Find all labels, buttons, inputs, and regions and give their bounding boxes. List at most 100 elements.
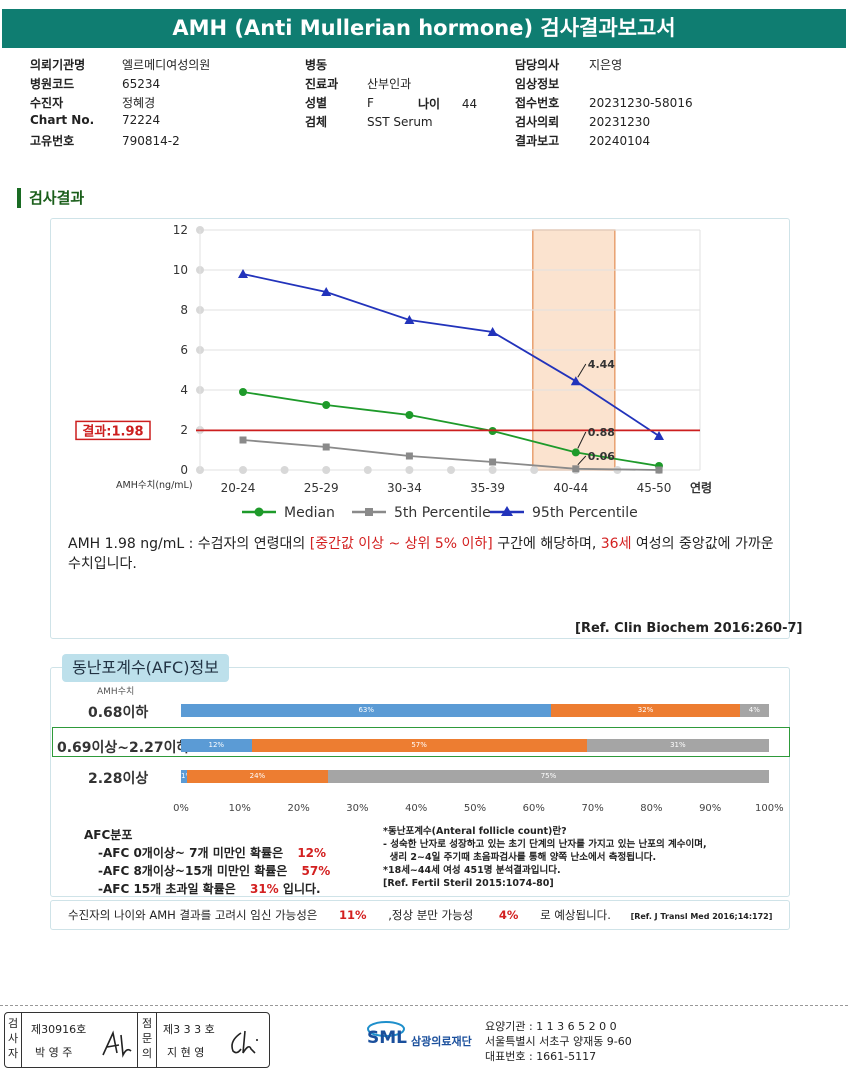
annotation-label: 0.88 — [588, 426, 615, 439]
desc-highlight-age: 36세 — [600, 536, 632, 552]
afc-segment-blue: 1% — [181, 770, 187, 783]
info-value: 정혜경 — [122, 96, 156, 110]
afc-segment-gray: 4% — [739, 704, 769, 717]
stamp2-name: 지 현 영 — [167, 1046, 205, 1059]
pregnancy-panel — [50, 900, 790, 930]
afc-row-label: 0.68이하 — [88, 705, 149, 721]
info-value: 20231230-58016 — [589, 96, 693, 110]
x-axis-label: 연령 — [690, 480, 712, 495]
x-tick-dot — [239, 466, 247, 474]
pregnancy-text-2: ,정상 분만 가능성 — [388, 908, 474, 922]
info-row: 임상정보 — [515, 75, 589, 92]
info-row: 성별 F — [305, 94, 374, 111]
x-tick-label: 30-34 — [387, 481, 422, 495]
legend-label: 5th Percentile — [394, 505, 491, 521]
p5-point — [572, 465, 580, 473]
afc-bar: 1%24%75% — [181, 770, 769, 783]
afc-axis-tick: 0% — [173, 803, 189, 814]
afc-axis-tick: 100% — [755, 803, 784, 814]
info-block: 의뢰기관명 엘르메디여성의원 병원코드 65234 수진자 정혜경 Chart No. 722… — [30, 56, 830, 151]
afc-segment-gray: 75% — [328, 770, 769, 783]
info-row: 병동 — [305, 56, 367, 73]
footer-divider — [0, 1005, 848, 1006]
x-tick-label: 40-44 — [553, 481, 588, 495]
annotation-leader — [577, 455, 587, 466]
afc-axis-tick: 50% — [463, 803, 487, 814]
info-value: 지은영 — [589, 58, 623, 72]
afc-axis-tick: 90% — [699, 803, 722, 814]
p95-point — [321, 287, 332, 296]
p95-point — [654, 431, 664, 440]
afc-segment-orange: 24% — [186, 770, 328, 783]
afc-row-label: 0.69이상~2.27이하 — [57, 740, 190, 756]
desc-reference: [Ref. Clin Biochem 2016:260-7] — [575, 621, 803, 636]
highlighted-row — [52, 727, 790, 757]
annotation-label: 0.06 — [588, 450, 615, 463]
afc-note-line: - 성숙한 난자로 성장하고 있는 초기 단계의 난자를 가지고 있는 난포의 … — [383, 839, 707, 850]
signature-box: 검사자 제30916호 박 영 주 점문의 제3 3 3 호 지 현 영 — [4, 1012, 270, 1068]
x-mid-dot — [530, 466, 539, 474]
series-line-2 — [242, 273, 660, 437]
y-tick-label: 10 — [173, 263, 188, 277]
result-description: AMH 1.98 ng/mL : 수검자의 연령대의 [중간값 이상 ~ 상위 … — [68, 534, 783, 574]
p95-point — [487, 327, 498, 336]
info-label: 성별 — [305, 96, 328, 110]
afc-axis-tick: 10% — [228, 803, 251, 814]
sml-logo: SML 삼광의료재단 — [365, 1018, 472, 1056]
stamp1-number: 제30916호 — [31, 1023, 87, 1036]
afc-dist-title: AFC분포 — [84, 828, 133, 842]
p5-point — [322, 443, 330, 451]
afc-axis-tick: 30% — [346, 803, 369, 814]
afc-axis-tick: 80% — [640, 803, 663, 814]
org-code: 요양기관 : 1 1 3 6 5 2 0 0 — [485, 1020, 617, 1033]
afc-dist-text: -AFC 15개 초과일 확률은 — [98, 882, 236, 896]
afc-bar: 63% 32% 4% — [181, 704, 769, 717]
afc-axis-tick: 20% — [287, 803, 310, 814]
age-label: 나이 — [418, 97, 441, 111]
p5-point — [489, 458, 497, 466]
afc-title: 동난포계수(AFC)정보 — [62, 654, 229, 682]
afc-note-line: *18세~44세 여성 451명 분석결과입니다. — [383, 865, 561, 876]
info-value: 20240104 — [589, 134, 651, 148]
x-tick-label: 20-24 — [221, 481, 256, 495]
median-point — [239, 388, 247, 396]
info-value: 엘르메디여성의원 — [122, 58, 211, 72]
p5-point — [405, 452, 413, 460]
afc-dist-text: -AFC 8개이상~15개 미만인 확률은 — [98, 864, 288, 878]
org-phone: 대표번호 : 1661-5117 — [485, 1050, 597, 1063]
info-label: 담당의사 — [515, 58, 560, 72]
afc-dist-row: -AFC 0개이상~ 7개 미만인 확률은 12% — [84, 844, 374, 862]
x-tick-dot — [488, 466, 497, 474]
median-point — [322, 401, 331, 409]
org-info: 요양기관 : 1 1 3 6 5 2 0 0 서울특별시 서초구 양재동 9-6… — [485, 1019, 632, 1064]
info-value: 790814-2 — [122, 134, 180, 148]
section-title: 검사결과 — [17, 188, 84, 208]
info-value: 65234 — [122, 77, 161, 91]
afc-dist-suffix: 입니다. — [282, 882, 321, 896]
info-row: 접수번호 20231230-58016 — [515, 94, 693, 111]
info-label: 고유번호 — [30, 134, 75, 148]
legend-marker — [501, 506, 513, 516]
org-name: 삼광의료재단 — [411, 1035, 472, 1048]
stamp2-label: 점문의 — [142, 1017, 153, 1060]
info-label: 검사의뢰 — [515, 115, 560, 129]
info-value: 20231230 — [589, 115, 651, 129]
desc-highlight-range: [중간값 이상 ~ 상위 5% 이하] — [309, 536, 493, 552]
info-row: 담당의사 지은영 — [515, 56, 622, 73]
result-label: 결과:1.98 — [82, 423, 143, 439]
legend-label: Median — [284, 505, 335, 521]
pregnancy-reference: [Ref. J Transl Med 2016;14:172] — [630, 912, 773, 921]
afc-segment-orange: 57% — [251, 739, 587, 752]
amh-axis-label: AMH수치 — [97, 687, 135, 697]
stamp1-label: 검사자 — [8, 1017, 19, 1060]
p95-point — [238, 269, 248, 278]
x-tick-dot — [322, 466, 331, 474]
afc-dist-value: 31% — [249, 882, 279, 896]
sml-logo-icon — [367, 1021, 405, 1037]
result-panel — [50, 218, 790, 639]
info-value: SST Serum — [367, 115, 433, 129]
y-tick-label: 8 — [180, 303, 188, 317]
info-row: 진료과 산부인과 — [305, 75, 411, 92]
info-label: 결과보고 — [515, 134, 560, 148]
info-label: 접수번호 — [515, 96, 560, 110]
